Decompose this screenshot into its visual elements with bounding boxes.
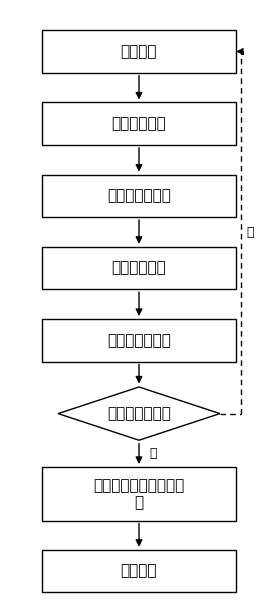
- Bar: [42, 319, 236, 362]
- Text: 亚像素角点检测: 亚像素角点检测: [107, 188, 171, 203]
- Text: 否: 否: [247, 226, 254, 239]
- Text: 参数标定: 参数标定: [121, 563, 157, 578]
- Text: 返回所有角点的坐标集
合: 返回所有角点的坐标集 合: [93, 478, 185, 510]
- Bar: [42, 550, 236, 592]
- Bar: [42, 103, 236, 145]
- Text: 是否是最后一张: 是否是最后一张: [107, 406, 171, 421]
- Bar: [42, 467, 236, 521]
- Text: 添加入坐标集合: 添加入坐标集合: [107, 333, 171, 348]
- Bar: [42, 175, 236, 217]
- Bar: [42, 247, 236, 289]
- Text: 角点初步识别: 角点初步识别: [112, 116, 166, 131]
- Text: 确定角点坐标: 确定角点坐标: [112, 260, 166, 275]
- Bar: [42, 30, 236, 73]
- Text: 是: 是: [150, 448, 157, 460]
- Text: 读入图片: 读入图片: [121, 44, 157, 59]
- Polygon shape: [58, 387, 220, 440]
